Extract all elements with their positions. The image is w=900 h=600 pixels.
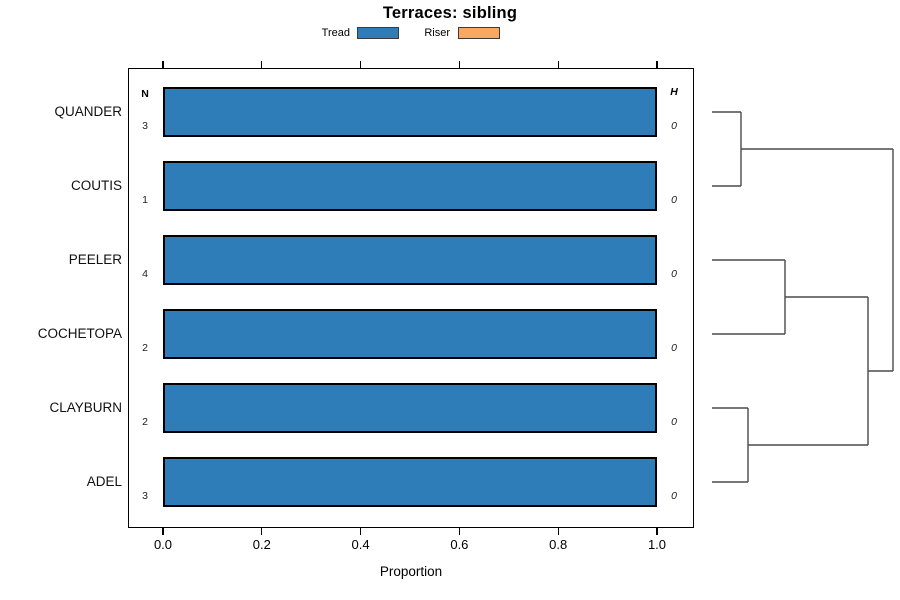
h-value: 0 (671, 342, 677, 354)
h-value: 0 (671, 268, 677, 280)
n-value: 2 (142, 416, 148, 428)
legend-label-riser: Riser (424, 27, 450, 39)
bar-row: COUTIS 1 0 (0, 161, 900, 211)
category-label: COCHETOPA (37, 326, 122, 341)
x-tick-top (557, 61, 559, 68)
x-tick-label: 0.6 (450, 537, 469, 552)
category-label: QUANDER (54, 104, 122, 119)
tread-bar (163, 457, 657, 507)
x-tick-bottom (162, 528, 164, 535)
bar-row: ADEL 3 0 (0, 457, 900, 507)
plot-area (128, 68, 694, 528)
h-value: 0 (671, 194, 677, 206)
x-tick-bottom (261, 528, 263, 535)
chart-title: Terraces: sibling (382, 4, 518, 22)
x-tick-bottom (557, 528, 559, 535)
x-tick-top (359, 61, 362, 68)
x-tick-bottom (359, 528, 362, 535)
legend-swatch-riser (458, 27, 500, 39)
x-tick-top (162, 61, 164, 68)
n-value: 1 (142, 194, 148, 206)
n-column-header: N (141, 88, 149, 100)
x-tick-label: 0.4 (351, 537, 370, 552)
x-tick-top (458, 61, 461, 68)
tread-bar (163, 87, 657, 137)
tread-bar (163, 383, 657, 433)
legend-label-tread: Tread (321, 27, 350, 39)
n-value: 3 (142, 120, 148, 132)
h-value: 0 (671, 120, 677, 132)
category-label: PEELER (68, 252, 122, 267)
x-tick-top (656, 61, 658, 68)
category-label: CLAYBURN (49, 400, 122, 415)
tread-bar (163, 161, 657, 211)
h-value: 0 (671, 490, 677, 502)
legend-swatch-tread (357, 27, 399, 39)
category-label: COUTIS (70, 178, 122, 193)
category-label: ADEL (86, 474, 122, 489)
x-tick-label: 0.8 (549, 537, 568, 552)
tread-bar (163, 309, 657, 359)
x-tick-top (261, 61, 263, 68)
x-axis-title: Proportion (379, 564, 443, 579)
x-tick-label: 1.0 (647, 537, 667, 552)
bar-row: PEELER 4 0 (0, 235, 900, 285)
h-column-header: H (670, 86, 678, 98)
n-value: 2 (142, 342, 148, 354)
tread-bar (163, 235, 657, 285)
n-value: 4 (142, 268, 148, 280)
bar-row: COCHETOPA 2 0 (0, 309, 900, 359)
x-tick-bottom (458, 528, 461, 535)
bar-row: CLAYBURN 2 0 (0, 383, 900, 433)
x-tick-bottom (656, 528, 658, 535)
h-value: 0 (671, 416, 677, 428)
x-tick-label: 0.2 (252, 537, 271, 552)
n-value: 3 (142, 490, 148, 502)
x-tick-label: 0.0 (153, 537, 173, 552)
bar-row: QUANDER 3 0 (0, 87, 900, 137)
